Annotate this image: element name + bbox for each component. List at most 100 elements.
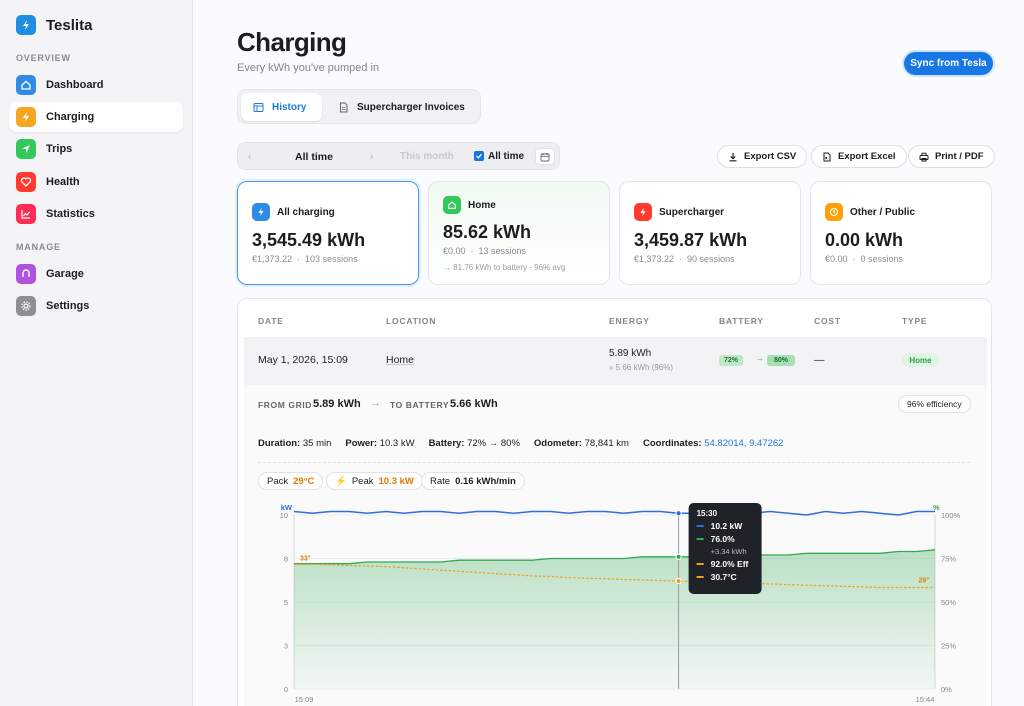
- row-location-link[interactable]: Home: [386, 354, 415, 366]
- sidebar-item-charging[interactable]: Charging: [9, 102, 183, 132]
- card-value: 85.62 kWh: [443, 222, 532, 242]
- row-date: May 1, 2026, 15:09: [258, 354, 348, 366]
- chip-value: 29°C: [293, 475, 315, 487]
- card-sessions: 103 sessions: [305, 254, 358, 264]
- column-header-cost[interactable]: COST: [814, 316, 841, 326]
- card-title: All charging: [277, 206, 335, 218]
- right-tick-label: 25%: [941, 642, 956, 651]
- tab-label: Supercharger Invoices: [357, 101, 465, 113]
- all-time-checkbox-label: All time: [488, 151, 525, 162]
- this-month-button[interactable]: This month: [400, 151, 454, 162]
- card-supercharger[interactable]: Supercharger 3,459.87 kWh €1,373.22 · 90…: [619, 181, 801, 285]
- all-time-checkbox[interactable]: [474, 151, 484, 161]
- column-header-type[interactable]: TYPE: [902, 316, 928, 326]
- range-next-button[interactable]: ›: [370, 151, 374, 162]
- tab-supercharger-invoices[interactable]: Supercharger Invoices: [326, 93, 477, 121]
- card-value: 3,545.49 kWh: [252, 230, 366, 250]
- fact-battery: Battery: 72% → 80%: [429, 438, 520, 449]
- card-title: Home: [468, 199, 496, 211]
- coordinates-link[interactable]: 54.82014, 9.47262: [704, 438, 784, 449]
- card-meta: €1,373.22 · 90 sessions: [634, 254, 735, 264]
- navigation-icon: [16, 139, 36, 159]
- heart-icon: [16, 172, 36, 192]
- garage-icon: [16, 264, 36, 284]
- left-tick-label: 5: [284, 598, 288, 607]
- sidebar-item-label: Settings: [46, 300, 90, 312]
- to-battery-label: TO BATTERY: [390, 400, 450, 410]
- fact-value: 78,841 km: [584, 438, 629, 449]
- chip-value: 10.3 kW: [378, 475, 414, 487]
- date-range-selector: ‹ All time › This month All time: [237, 142, 560, 170]
- export-csv-button[interactable]: Export CSV: [717, 145, 808, 168]
- sidebar-item-label: Garage: [46, 268, 84, 280]
- fact-label: Battery:: [428, 438, 465, 449]
- fact-label: Odometer:: [533, 438, 582, 449]
- printer-icon: [919, 152, 929, 161]
- sidebar-item-settings[interactable]: Settings: [9, 291, 183, 321]
- to-battery-value: 5.66 kWh: [450, 398, 498, 410]
- export-excel-label: Export Excel: [838, 151, 896, 162]
- tooltip-efficiency: 92.0% Eff: [711, 559, 749, 569]
- calendar-icon[interactable]: [535, 148, 555, 165]
- table-row[interactable]: May 1, 2026, 15:09 Home 5.89 kWh » 5.66 …: [244, 337, 987, 385]
- column-header-battery[interactable]: BATTERY: [719, 316, 764, 326]
- fact-label: Power:: [345, 438, 378, 449]
- from-grid-label: FROM GRID: [258, 400, 313, 410]
- print-pdf-label: Print / PDF: [935, 151, 984, 162]
- sync-from-tesla-button[interactable]: Sync from Tesla: [904, 52, 993, 75]
- card-cost: €0.00: [443, 246, 466, 256]
- sidebar-item-trips[interactable]: Trips: [9, 134, 183, 164]
- bolt-icon: ⚡: [335, 475, 347, 487]
- left-tick-label: 3: [284, 642, 288, 651]
- sidebar-item-health[interactable]: Health: [9, 167, 183, 197]
- sidebar-item-garage[interactable]: Garage: [9, 259, 183, 289]
- divider: [258, 462, 970, 463]
- section-title-overview: OVERVIEW: [16, 53, 71, 63]
- card-title: Other / Public: [850, 206, 916, 218]
- chip-value: 0.16 kWh/min: [455, 475, 516, 487]
- export-excel-button[interactable]: Export Excel: [811, 145, 907, 168]
- bolt-icon: [634, 203, 652, 221]
- column-header-date[interactable]: DATE: [258, 316, 284, 326]
- fact-value: 10.3 kW: [379, 438, 415, 449]
- card-home[interactable]: Home 85.62 kWh €0.00 · 13 sessions → 81.…: [428, 181, 610, 285]
- home-icon: [16, 75, 36, 95]
- tab-history[interactable]: History: [241, 93, 322, 121]
- arrow-right-icon: →: [370, 397, 381, 409]
- x-tick-start: 15:09: [295, 695, 314, 704]
- page-title: Charging: [237, 27, 347, 57]
- tooltip-power: 10.2 kW: [711, 521, 744, 531]
- battery-from-badge: 72%: [719, 355, 743, 366]
- charging-chart[interactable]: 10 100% 8 75% 5 50% 3 25% 0 0% kW % 15:09 15:44 33° 29°…: [238, 499, 992, 706]
- card-value: 3,459.87 kWh: [634, 230, 748, 250]
- print-pdf-button[interactable]: Print / PDF: [908, 145, 995, 168]
- session-facts: Duration: 35 min Power: 10.3 kW Battery:…: [258, 438, 783, 449]
- efficiency-badge: 96% efficiency: [898, 395, 971, 413]
- bolt-icon: [252, 203, 270, 221]
- range-current-label: All time: [295, 151, 333, 163]
- right-tick-label: 100%: [941, 511, 961, 520]
- sidebar-item-statistics[interactable]: Statistics: [9, 199, 183, 229]
- temp-point: [675, 578, 682, 585]
- brand[interactable]: Teslita: [16, 15, 92, 35]
- column-header-energy[interactable]: ENERGY: [609, 316, 650, 326]
- chip-label: Peak: [351, 475, 374, 487]
- card-all-charging[interactable]: All charging 3,545.49 kWh €1,373.22 · 10…: [237, 181, 419, 285]
- tab-label: History: [272, 101, 307, 113]
- chart-tooltip: [688, 503, 762, 594]
- column-header-location[interactable]: LOCATION: [386, 316, 437, 326]
- row-cost: —: [814, 354, 825, 366]
- fact-label: Duration:: [258, 438, 301, 449]
- soc-area: [294, 549, 935, 689]
- fact-value: 35 min: [302, 438, 332, 449]
- clock-icon: [825, 203, 843, 221]
- card-title: Supercharger: [659, 206, 725, 218]
- card-other-public[interactable]: Other / Public 0.00 kWh €0.00 · 0 sessio…: [810, 181, 992, 285]
- table-icon: [253, 102, 264, 112]
- sidebar-item-label: Charging: [46, 111, 95, 123]
- sidebar-item-dashboard[interactable]: Dashboard: [9, 70, 183, 100]
- card-value: 0.00 kWh: [825, 230, 904, 250]
- power-line: [293, 510, 935, 516]
- rate-chip: Rate 0.16 kWh/min: [421, 472, 525, 490]
- range-prev-button[interactable]: ‹: [248, 151, 252, 162]
